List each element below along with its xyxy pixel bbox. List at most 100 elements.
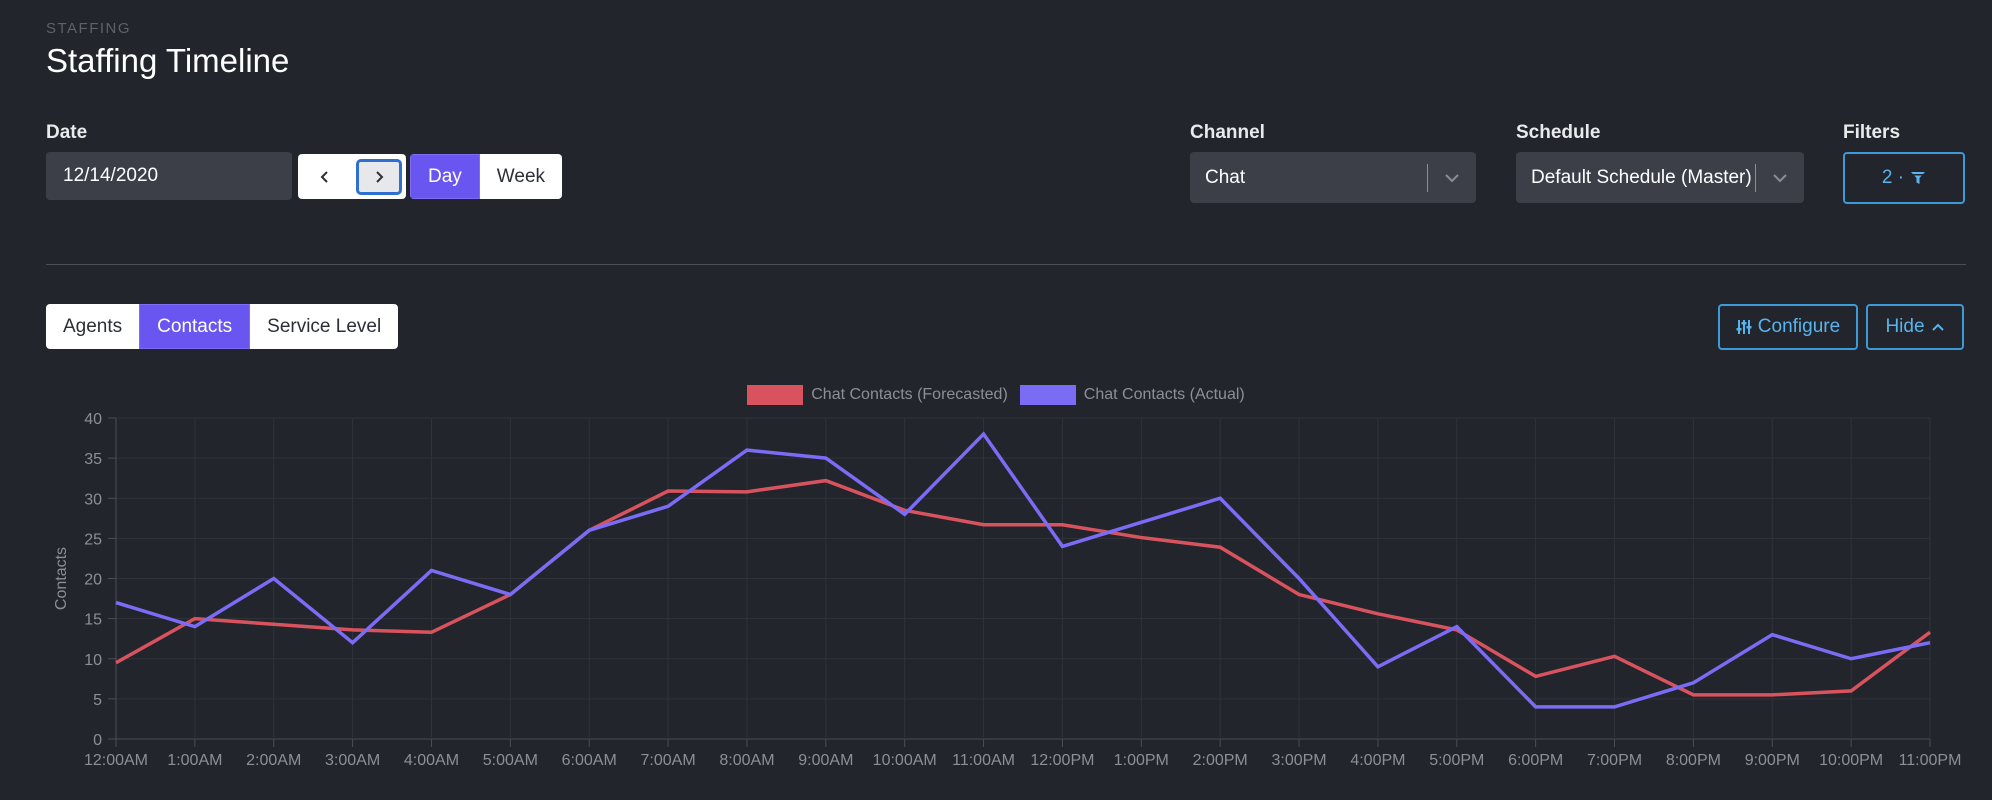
configure-label: Configure <box>1757 316 1841 337</box>
actual-point[interactable] <box>1453 623 1461 631</box>
x-tick-label: 4:00AM <box>404 752 459 769</box>
forecasted-series-line[interactable] <box>115 478 1932 697</box>
y-tick-label: 20 <box>84 572 102 589</box>
chevron-down-icon <box>1756 173 1804 183</box>
actual-point[interactable] <box>191 623 199 631</box>
contacts-line-chart: 0 5 10 15 20 25 30 35 40 12:00AM 1:00AM 2:00AM 3:00… <box>53 411 1961 769</box>
hide-button[interactable]: Hide <box>1866 304 1964 350</box>
range-toggle: Day Week <box>410 154 563 199</box>
y-axis-label: Contacts <box>53 547 70 610</box>
actual-point[interactable] <box>1926 639 1934 647</box>
next-day-focus-ring <box>356 158 402 195</box>
y-tick-label: 25 <box>84 531 102 548</box>
forecasted-point[interactable] <box>349 626 357 634</box>
actual-point[interactable] <box>349 639 357 647</box>
filters-button[interactable]: 2 · <box>1843 152 1965 204</box>
forecasted-point[interactable] <box>1926 628 1934 636</box>
x-tick-label: 7:00AM <box>641 752 696 769</box>
x-tick-label: 11:00PM <box>1899 752 1962 769</box>
configure-button[interactable]: Configure <box>1718 304 1858 350</box>
x-tick-label: 6:00PM <box>1508 752 1563 769</box>
forecasted-point[interactable] <box>822 477 830 485</box>
forecasted-point[interactable] <box>1689 691 1697 699</box>
tab-contacts[interactable]: Contacts <box>139 304 251 349</box>
actual-point[interactable] <box>1216 494 1224 502</box>
x-tick-label: 6:00AM <box>562 752 617 769</box>
forecasted-point[interactable] <box>191 615 199 623</box>
x-tick-label: 3:00PM <box>1271 752 1326 769</box>
actual-point[interactable] <box>1058 542 1066 550</box>
x-tick-label: 10:00AM <box>873 752 937 769</box>
forecasted-point[interactable] <box>270 620 278 628</box>
forecasted-point[interactable] <box>743 488 751 496</box>
chevron-left-icon <box>320 170 328 183</box>
legend-label-actual: Chat Contacts (Actual) <box>1083 386 1245 403</box>
actual-point[interactable] <box>1374 663 1382 671</box>
y-tick-label: 0 <box>93 732 102 749</box>
forecasted-point[interactable] <box>427 628 435 636</box>
tab-agents[interactable]: Agents <box>46 304 140 349</box>
x-tick-label: 4:00PM <box>1350 752 1405 769</box>
actual-point[interactable] <box>112 599 120 607</box>
actual-point[interactable] <box>585 526 593 534</box>
forecasted-point[interactable] <box>1374 610 1382 618</box>
y-axis-ticks: 0 5 10 15 20 25 30 35 40 <box>84 411 102 749</box>
legend-item-actual[interactable]: Chat Contacts (Actual) <box>1019 385 1245 405</box>
previous-day-button[interactable] <box>298 154 352 199</box>
forecasted-point[interactable] <box>1216 543 1224 551</box>
actual-point[interactable] <box>270 575 278 583</box>
x-tick-label: 12:00PM <box>1030 752 1094 769</box>
select-separator <box>1755 163 1756 192</box>
range-day-button[interactable]: Day <box>410 154 480 199</box>
y-tick-label: 10 <box>84 652 102 669</box>
tab-service-level[interactable]: Service Level <box>250 304 399 349</box>
schedule-select-value: Default Schedule (Master) <box>1531 166 1752 188</box>
forecasted-point[interactable] <box>1295 591 1303 599</box>
forecasted-point[interactable] <box>112 659 120 667</box>
section-divider <box>46 264 1966 265</box>
actual-point[interactable] <box>1847 655 1855 663</box>
actual-point[interactable] <box>901 510 909 518</box>
select-separator <box>1427 163 1428 192</box>
forecasted-point[interactable] <box>1058 521 1066 529</box>
actual-point[interactable] <box>1611 703 1619 711</box>
actual-point[interactable] <box>506 591 514 599</box>
schedule-select[interactable]: Default Schedule (Master) <box>1516 152 1804 203</box>
y-tick-label: 5 <box>93 692 102 709</box>
actual-series-line[interactable] <box>115 431 1931 709</box>
next-day-button[interactable] <box>352 154 406 199</box>
x-tick-label: 3:00AM <box>325 752 380 769</box>
actual-point[interactable] <box>1768 631 1776 639</box>
forecasted-point[interactable] <box>980 521 988 529</box>
forecasted-point[interactable] <box>1532 672 1540 680</box>
x-axis-ticks: 12:00AM 1:00AM 2:00AM 3:00AM 4:00AM 5:00AM 6:0… <box>84 752 1961 769</box>
forecasted-point[interactable] <box>1847 687 1855 695</box>
actual-point[interactable] <box>980 430 988 438</box>
x-tick-label: 2:00AM <box>246 752 301 769</box>
channel-select[interactable]: Chat <box>1190 152 1476 203</box>
channel-label: Channel <box>1190 122 1265 143</box>
hide-label: Hide <box>1885 316 1925 337</box>
actual-point[interactable] <box>1295 575 1303 583</box>
actual-point[interactable] <box>1689 679 1697 687</box>
forecasted-point[interactable] <box>1611 652 1619 660</box>
channel-select-value: Chat <box>1205 166 1246 188</box>
legend-item-forecasted[interactable]: Chat Contacts (Forecasted) <box>747 385 1008 405</box>
date-input[interactable]: 12/14/2020 <box>46 152 292 200</box>
schedule-label: Schedule <box>1516 122 1601 143</box>
actual-point[interactable] <box>1532 703 1540 711</box>
actual-point[interactable] <box>743 446 751 454</box>
section-eyebrow: STAFFING <box>46 20 132 37</box>
view-tabs: Agents Contacts Service Level <box>46 304 399 349</box>
forecasted-point[interactable] <box>1768 691 1776 699</box>
forecasted-point[interactable] <box>664 487 672 495</box>
x-tick-label: 2:00PM <box>1193 752 1248 769</box>
x-tick-label: 8:00PM <box>1666 752 1721 769</box>
actual-point[interactable] <box>664 502 672 510</box>
actual-point[interactable] <box>427 566 435 574</box>
forecasted-point[interactable] <box>1137 534 1145 542</box>
range-week-button[interactable]: Week <box>479 154 563 199</box>
actual-point[interactable] <box>1137 518 1145 526</box>
y-tick-label: 30 <box>84 491 102 508</box>
actual-point[interactable] <box>822 454 830 462</box>
